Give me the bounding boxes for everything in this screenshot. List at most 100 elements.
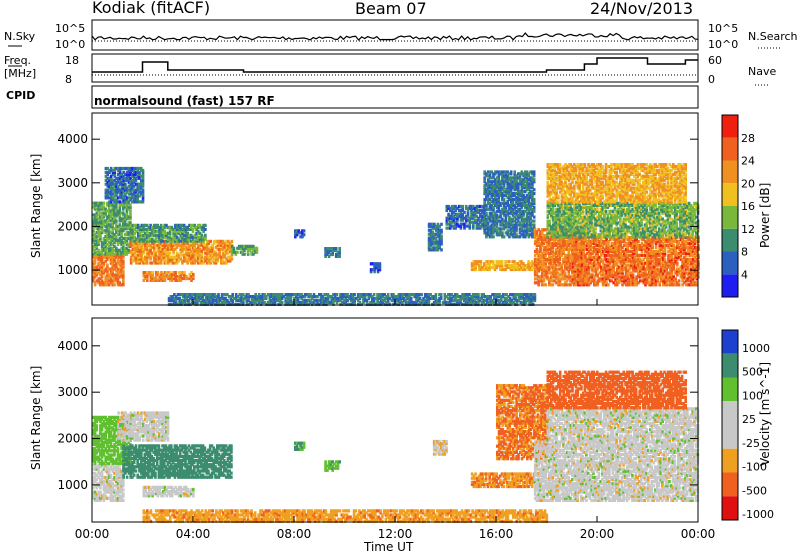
power-cell: [149, 233, 152, 237]
power-cell: [144, 255, 147, 259]
power-cell: [97, 267, 100, 271]
power-cell: [676, 261, 679, 265]
power-cell: [113, 184, 117, 188]
power-cell: [193, 223, 197, 227]
power-cell: [122, 188, 125, 192]
power-cell: [175, 243, 179, 247]
power-cell: [140, 192, 143, 196]
power-cell: [174, 225, 177, 229]
power-cell: [159, 229, 163, 233]
power-cell: [111, 275, 114, 279]
power-cell: [147, 253, 151, 257]
power-cell: [99, 235, 102, 239]
power-cell: [131, 174, 134, 178]
power-cell: [142, 227, 145, 231]
power-cell: [140, 243, 144, 247]
power-cell: [331, 250, 334, 255]
power-cell: [170, 272, 174, 277]
power-cell: [106, 176, 109, 180]
power-cell: [138, 182, 141, 186]
power-cell: [149, 237, 152, 241]
power-cell: [191, 237, 195, 241]
power-cell: [159, 243, 163, 247]
power-cell: [109, 209, 113, 213]
power-cell: [492, 260, 495, 264]
power-cell: [195, 237, 198, 241]
power-cell: [168, 257, 172, 261]
power-cell: [104, 166, 108, 171]
power-cell: [122, 244, 125, 248]
power-cell: [174, 233, 177, 237]
power-cell: [159, 259, 163, 263]
power-cell: [431, 232, 434, 236]
power-cell: [118, 240, 122, 245]
power-cell: [100, 279, 104, 283]
power-cell: [109, 192, 113, 196]
power-region: [427, 222, 443, 252]
power-cell: [95, 236, 99, 241]
power-cell: [470, 216, 473, 220]
power-cell: [156, 225, 159, 229]
power-cell: [140, 190, 143, 194]
power-cell: [204, 251, 207, 255]
power-cell: [125, 231, 129, 235]
power-cell: [99, 233, 102, 237]
power-cell: [122, 219, 125, 223]
power-cell: [133, 241, 136, 245]
power-cell: [136, 194, 139, 198]
power-cell: [111, 235, 114, 239]
power-cell: [192, 272, 195, 277]
power-cell: [193, 225, 197, 229]
power-cell: [200, 253, 204, 257]
power-cell: [159, 231, 163, 235]
power-cell: [141, 198, 145, 202]
power-cell: [237, 246, 241, 250]
power-cell: [129, 198, 132, 202]
power-cell: [232, 248, 236, 252]
power-cell: [376, 268, 380, 272]
power-cell: [99, 259, 102, 263]
power-cell: [116, 242, 120, 246]
power-cell: [457, 214, 461, 218]
power-cell: [122, 211, 125, 215]
power-cell: [118, 225, 122, 229]
power-cell: [152, 257, 156, 261]
power-cell: [104, 242, 107, 246]
power-cell: [175, 229, 179, 233]
power-cell: [129, 211, 132, 215]
power-cell: [141, 178, 145, 182]
power-cell: [427, 236, 431, 240]
power-cell: [466, 206, 470, 210]
power-cell: [140, 178, 143, 182]
power-cell: [138, 231, 142, 235]
power-cell: [100, 252, 104, 256]
power-cell: [93, 238, 97, 243]
power-cell: [131, 166, 134, 171]
power-cell: [135, 239, 138, 243]
power-cell: [156, 223, 159, 227]
power-cell: [95, 250, 99, 254]
power-cell: [104, 190, 108, 194]
power-cell: [221, 261, 225, 265]
power-cell: [154, 278, 158, 282]
power-cell: [175, 241, 179, 245]
power-cell: [212, 253, 216, 257]
power-cell: [138, 200, 141, 204]
power-cell: [115, 186, 118, 190]
power-cell: [129, 235, 133, 239]
power-cell: [131, 233, 135, 237]
power-cell: [167, 235, 170, 239]
power-cell: [104, 207, 107, 211]
power-cell: [92, 231, 95, 235]
power-cell: [111, 203, 114, 207]
power-cell: [141, 188, 145, 192]
power-cell: [376, 264, 380, 268]
power-cell: [480, 224, 484, 228]
power-cell: [95, 219, 99, 223]
power-cell: [179, 249, 182, 253]
power-cell: [149, 261, 152, 265]
power-cell: [111, 172, 115, 176]
power-cell: [111, 263, 114, 267]
power-cell: [158, 239, 161, 243]
power-cell: [127, 176, 131, 180]
